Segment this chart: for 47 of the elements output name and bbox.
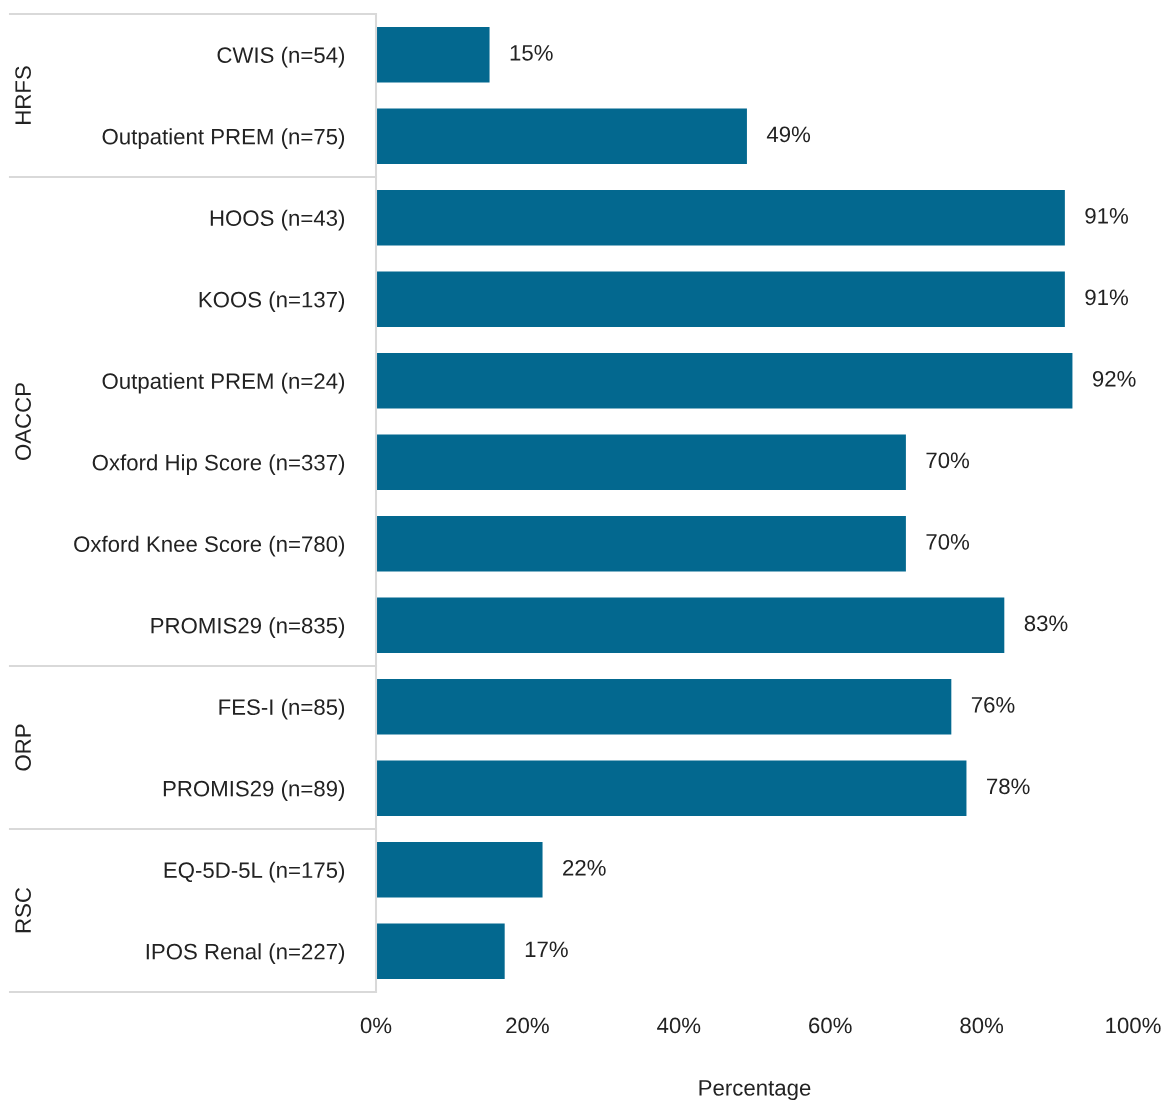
data-label: 83% [1024,615,1068,632]
y-tick-label: Outpatient PREM (n=75) [102,128,345,149]
text: ORP [15,724,31,771]
data-label: 91% [1085,207,1128,224]
text: HRFS [15,66,31,124]
y-tick-label: Oxford Hip Score (n=337) [92,454,345,475]
bar [376,190,1065,246]
data-label: 78% [987,778,1030,795]
bar [376,353,1073,409]
y-tick-label: HOOS (n=43) [210,209,345,231]
data-label: 70% [926,533,970,550]
bar [376,108,747,164]
y-tick-label: PROMIS29 (n=835) [151,617,345,638]
data-label: 70% [926,452,970,469]
y-tick-label: FES-I (n=85) [219,698,345,720]
bar [376,842,543,898]
x-tick-label: 0% [360,1017,392,1034]
bar [376,923,505,979]
data-label: 76% [971,696,1015,713]
x-tick-label: 80% [960,1017,1004,1034]
bar [376,516,906,572]
data-label: 49% [766,126,811,143]
text: OACCP [15,383,31,460]
y-tick-label: Oxford Knee Score (n=780) [74,535,345,557]
bar [376,27,490,83]
y-tick-label: PROMIS29 (n=89) [163,780,345,801]
data-label: 15% [510,45,553,61]
bar [376,271,1065,327]
y-tick-label: KOOS (n=137) [199,291,345,312]
bar [376,679,952,735]
y-tick-label: IPOS Renal (n=227) [146,943,345,964]
y-tick-label: CWIS (n=54) [217,46,345,68]
x-tick-label: 60% [809,1017,852,1034]
x-tick-label: 20% [506,1017,549,1034]
bar [376,434,906,490]
data-label: 17% [525,941,568,958]
bar [376,760,967,816]
data-label: 22% [563,859,606,876]
x-axis-title: Percentage [699,1080,811,1101]
x-tick-label: 100% [1106,1017,1161,1034]
x-tick-label: 40% [657,1017,701,1034]
y-tick-label: Outpatient PREM (n=24) [102,372,345,394]
bar [376,597,1005,653]
data-label: 91% [1085,289,1128,306]
y-tick-label: EQ-5D-5L (n=175) [164,861,345,883]
data-label: 92% [1092,370,1136,387]
text: RSC [15,887,31,933]
